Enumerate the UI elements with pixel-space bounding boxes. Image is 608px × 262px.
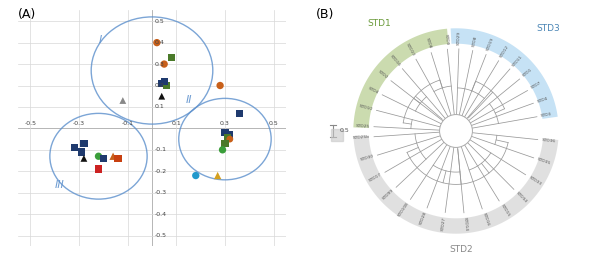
Text: STD16: STD16 <box>482 212 490 227</box>
Point <box>220 141 230 145</box>
Text: STD29: STD29 <box>457 31 461 45</box>
Text: STD14: STD14 <box>462 217 468 231</box>
Text: STD1: STD1 <box>522 68 533 78</box>
Text: -0.1: -0.1 <box>122 121 134 126</box>
Text: 0.3: 0.3 <box>220 121 230 126</box>
Text: -0.5: -0.5 <box>154 233 167 238</box>
Text: -0.4: -0.4 <box>154 212 167 217</box>
Text: 0.4: 0.4 <box>154 40 164 45</box>
Polygon shape <box>353 29 448 128</box>
Text: (A): (A) <box>18 8 36 21</box>
Point <box>157 81 167 85</box>
Text: (B): (B) <box>316 8 334 21</box>
Point <box>157 94 167 98</box>
Polygon shape <box>331 129 343 141</box>
Point <box>218 148 227 152</box>
Point <box>98 156 108 161</box>
Text: 0.5: 0.5 <box>269 121 278 126</box>
Text: 0.5: 0.5 <box>154 19 164 24</box>
Text: STD12: STD12 <box>499 44 510 58</box>
Text: STD15: STD15 <box>500 203 511 217</box>
Point <box>223 135 232 139</box>
Polygon shape <box>353 135 558 234</box>
Point <box>94 154 103 158</box>
Point <box>108 154 118 158</box>
Text: -0.3: -0.3 <box>154 190 167 195</box>
Polygon shape <box>451 28 558 119</box>
Text: 0.1: 0.1 <box>171 121 181 126</box>
Point <box>162 83 171 88</box>
Text: STD25: STD25 <box>356 124 370 128</box>
Text: STD99: STD99 <box>381 189 395 201</box>
Text: STD25b: STD25b <box>353 135 370 140</box>
Text: STD3: STD3 <box>541 112 553 118</box>
Point <box>77 150 86 154</box>
Text: STD17: STD17 <box>368 173 382 183</box>
Text: 0.1: 0.1 <box>154 105 164 110</box>
Text: -0.2: -0.2 <box>154 169 167 174</box>
Point <box>215 83 225 88</box>
Text: II: II <box>186 95 193 105</box>
Point <box>167 56 176 60</box>
Text: STD10: STD10 <box>406 42 416 57</box>
Point <box>213 173 223 178</box>
Text: STD28: STD28 <box>419 211 427 226</box>
Text: STD35: STD35 <box>537 157 551 166</box>
Text: I: I <box>98 35 102 45</box>
Point <box>225 133 235 137</box>
Circle shape <box>440 114 472 148</box>
Text: -0.3: -0.3 <box>73 121 85 126</box>
Point <box>94 167 103 171</box>
Text: STD11: STD11 <box>511 54 523 67</box>
Point <box>152 41 162 45</box>
Text: STD30: STD30 <box>359 154 374 162</box>
Point <box>225 137 235 141</box>
Point <box>79 141 89 145</box>
Point <box>220 130 230 135</box>
Point <box>191 173 201 178</box>
Text: -0.5: -0.5 <box>24 121 36 126</box>
Point <box>113 156 123 161</box>
Text: 0.3: 0.3 <box>154 62 164 67</box>
Text: STD7: STD7 <box>530 81 542 90</box>
Text: STD8: STD8 <box>424 37 432 49</box>
Point <box>79 156 89 161</box>
Text: STD16: STD16 <box>389 54 401 67</box>
Text: STD36: STD36 <box>542 138 556 144</box>
Point <box>159 62 169 66</box>
Text: STD2: STD2 <box>449 245 473 254</box>
Text: -0.1: -0.1 <box>154 147 167 152</box>
Text: STD10: STD10 <box>358 104 373 111</box>
Text: STD4: STD4 <box>367 86 379 95</box>
Point <box>159 79 169 83</box>
Text: STD2: STD2 <box>378 70 389 80</box>
Text: STD3: STD3 <box>536 24 561 33</box>
Point <box>235 111 244 116</box>
Text: 0.2: 0.2 <box>154 83 164 88</box>
Text: STD1: STD1 <box>367 19 391 28</box>
Text: STD27: STD27 <box>441 216 447 231</box>
Point <box>69 146 79 150</box>
Text: STD19: STD19 <box>486 37 495 51</box>
Text: STD33: STD33 <box>528 175 542 186</box>
Text: STD108: STD108 <box>397 202 410 218</box>
Text: STD9: STD9 <box>444 34 449 45</box>
Text: STD4: STD4 <box>536 96 548 104</box>
Point <box>118 99 128 103</box>
Text: 0.5: 0.5 <box>340 128 350 134</box>
Text: STD8: STD8 <box>472 35 478 47</box>
Text: STD34: STD34 <box>516 191 528 204</box>
Text: III: III <box>55 181 64 190</box>
